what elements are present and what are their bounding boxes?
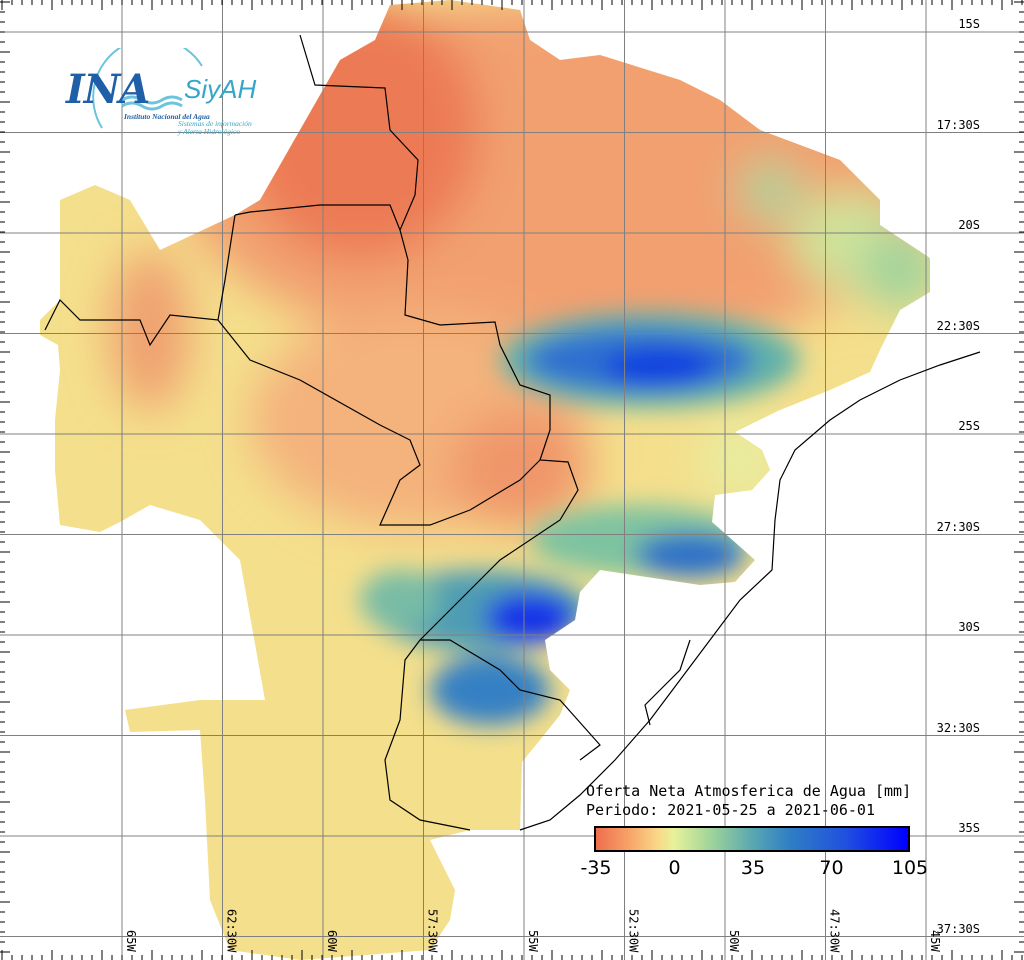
latitude-label: 32:30S — [936, 720, 980, 735]
legend-variable: Oferta Neta Atmosferica de Agua [mm] — [586, 782, 912, 800]
logo-subtitle: Sistemas de información y Alerta Hidroló… — [178, 120, 252, 136]
longitude-label: 52:30W — [626, 908, 641, 952]
longitude-label: 65W — [124, 930, 138, 952]
logo-system: SiyAH — [184, 74, 257, 104]
logo-subtitle-line2: y Alerta Hidrológico — [178, 127, 241, 136]
logo-acronym: INA — [66, 66, 150, 113]
political-borders — [44, 34, 981, 831]
longitude-label: 57:30W — [425, 908, 440, 952]
ina-siyah-logo: INA SiyAH Instituto Nacional del Agua Si… — [62, 48, 262, 143]
latitude-label: 35S — [958, 821, 980, 835]
logo-institute: Instituto Nacional del Agua — [124, 112, 210, 121]
longitude-label: 55W — [526, 930, 540, 952]
latitude-label: 17:30S — [936, 117, 980, 132]
longitude-label: 60W — [325, 930, 339, 952]
longitude-label: 62:30W — [224, 908, 239, 952]
colorbar-tick-label: 105 — [891, 857, 929, 879]
latitude-label: 20S — [958, 218, 980, 232]
colorbar-tick-label: 0 — [668, 857, 681, 879]
latitude-label: 15S — [958, 17, 980, 31]
logo-arc-icon — [92, 48, 203, 129]
colorbar-tick-label: -35 — [580, 857, 612, 879]
legend-period: Periodo: 2021-05-25 a 2021-06-01 — [586, 801, 875, 819]
longitude-label: 47:30W — [827, 908, 842, 952]
latitude-label: 22:30S — [936, 318, 980, 333]
logo-subtitle-line1: Sistemas de información — [178, 119, 252, 128]
longitude-label: 50W — [727, 930, 741, 952]
latitude-label: 25S — [958, 419, 980, 433]
latitude-label: 27:30S — [936, 519, 980, 534]
latitude-label: 30S — [958, 620, 980, 634]
colorbar-tick-label: 70 — [819, 857, 844, 879]
longitude-label: 45W — [928, 930, 942, 952]
latitude-label: 37:30S — [936, 921, 980, 936]
colorbar-tick-label: 35 — [740, 857, 766, 879]
legend-title: Oferta Neta Atmosferica de Agua [mm] Peri… — [586, 782, 911, 820]
colorbar — [594, 826, 910, 852]
